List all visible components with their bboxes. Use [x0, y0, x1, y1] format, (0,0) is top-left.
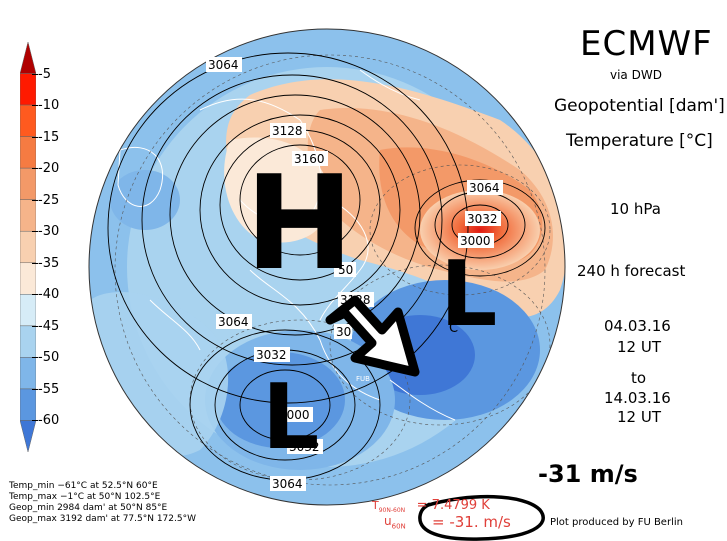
- to-label: to: [631, 369, 647, 387]
- colorbar-label: -35: [31, 255, 60, 271]
- colorbar-segment: [20, 167, 36, 200]
- contour-label: 3032: [254, 347, 290, 362]
- colorbar-segment: [20, 325, 36, 358]
- colorbar-segment: [20, 42, 36, 74]
- u-symbol: u: [384, 514, 392, 528]
- arrow-annotation: [325, 295, 420, 377]
- svg-text:3032: 3032: [289, 440, 320, 454]
- credit-label: Plot produced by FU Berlin: [550, 517, 683, 528]
- colorbar-label: -15: [31, 129, 60, 145]
- svg-text:3000: 3000: [460, 234, 491, 248]
- contour-label: 3000: [277, 407, 313, 422]
- contour-label: 3032: [287, 439, 323, 454]
- t-subscript: 90N-60N: [378, 507, 406, 515]
- colorbar-segment: [20, 294, 36, 327]
- t-mean-line: T90N-60N = 7.4799 K: [372, 498, 490, 514]
- colorbar-segment: [20, 104, 36, 137]
- colorbar-label: -45: [31, 318, 60, 334]
- svg-text:3064: 3064: [208, 58, 239, 72]
- contour-label: 3064: [270, 476, 306, 491]
- contour-label: 3128: [270, 123, 306, 138]
- svg-text:30: 30: [336, 325, 351, 339]
- colorbar-segment: [20, 357, 36, 390]
- geop-max-stat: Geop_max 3192 dam' at 77.5°N 172.5°W: [9, 514, 196, 524]
- u-subscript: 60N: [391, 522, 406, 531]
- svg-text:3128: 3128: [272, 124, 303, 138]
- valid-time: 12 UT: [617, 408, 661, 426]
- colorbar-segment: [20, 230, 36, 264]
- colorbar-label: -40: [31, 287, 60, 303]
- contour-label: 3064: [467, 180, 503, 195]
- wind-annotation: -31 m/s: [538, 460, 638, 488]
- colorbar-label: -25: [31, 192, 60, 208]
- contour-label: 50: [334, 262, 356, 277]
- valid-date: 14.03.16: [604, 389, 671, 407]
- svg-text:3064: 3064: [272, 477, 303, 491]
- geop-min-stat: Geop_min 2984 dam' at 50°N 85°E: [9, 503, 168, 513]
- temperature-field: [89, 29, 565, 505]
- init-time: 12 UT: [617, 338, 661, 356]
- contour-label: 3000: [458, 233, 494, 248]
- colorbar: [20, 42, 36, 452]
- map-border: [88, 28, 566, 506]
- colorbar-label: -10: [31, 98, 60, 114]
- init-date: 04.03.16: [604, 317, 671, 335]
- coastlines: [117, 69, 456, 421]
- contour-labels: 3064 3128 3160 3064 3032 3000 3128 3064 …: [206, 57, 503, 491]
- t-value: = 7.4799 K: [416, 498, 490, 513]
- u-mean-line: u60N: [384, 514, 406, 530]
- t-symbol: T: [372, 499, 379, 512]
- contour-label: 3032: [465, 211, 501, 226]
- temp-max-stat: Temp_max −1°C at 50°N 102.5°E: [9, 492, 161, 502]
- svg-text:3064: 3064: [218, 315, 249, 329]
- high-letter: H: [245, 147, 354, 299]
- cold-center-label: C: [449, 321, 458, 336]
- svg-text:3064: 3064: [469, 181, 500, 195]
- colorbar-segment: [20, 73, 36, 106]
- svg-text:3032: 3032: [467, 212, 498, 226]
- low-letter-east: L: [440, 242, 497, 347]
- colorbar-label: -50: [31, 350, 60, 366]
- colorbar-label: -60: [31, 413, 60, 429]
- colorbar-label: -20: [31, 161, 60, 177]
- temperature-label: Temperature [°C]: [566, 131, 713, 151]
- pressure-level: 10 hPa: [610, 200, 661, 218]
- pressure-center-annotations: H L L: [245, 147, 497, 470]
- colorbar-label: -30: [31, 224, 60, 240]
- contour-label: 3160: [292, 151, 328, 166]
- colorbar-segment: [20, 262, 36, 295]
- isotherms: [114, 54, 551, 486]
- svg-text:3032: 3032: [256, 348, 287, 362]
- colorbar-segment: [20, 420, 36, 452]
- svg-text:3000: 3000: [279, 408, 310, 422]
- svg-text:3160: 3160: [294, 152, 325, 166]
- station-label: FUB: [356, 375, 370, 383]
- contour-label: 3064: [206, 57, 242, 72]
- colorbar-segment: [20, 388, 36, 421]
- geopotential-label: Geopotential [dam']: [554, 96, 725, 116]
- svg-text:50: 50: [338, 263, 353, 277]
- u-value: = -31. m/s: [432, 513, 511, 531]
- colorbar-label: -55: [31, 381, 60, 397]
- colorbar-segment: [20, 136, 36, 169]
- temp-min-stat: Temp_min −61°C at 52.5°N 60°E: [9, 481, 158, 491]
- contour-label: 30: [334, 324, 352, 339]
- model-title: ECMWF: [580, 24, 713, 64]
- forecast-lead: 240 h forecast: [577, 262, 686, 280]
- contour-label: 3064: [216, 314, 252, 329]
- circle-annotation: [418, 494, 545, 541]
- colorbar-label: -5: [32, 66, 51, 82]
- colorbar-segment: [20, 199, 36, 232]
- source-label: via DWD: [610, 68, 662, 82]
- low-letter-west: L: [262, 365, 319, 470]
